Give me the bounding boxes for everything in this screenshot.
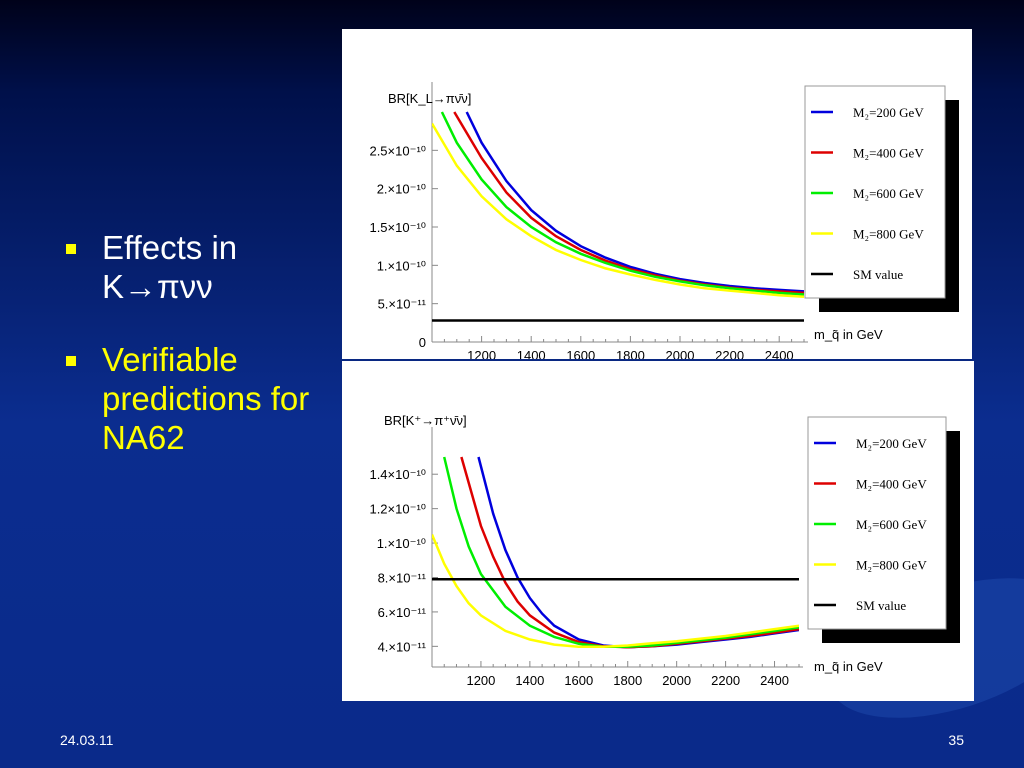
- x-tick-label: 1800: [613, 673, 642, 688]
- x-tick-label: 2200: [711, 673, 740, 688]
- x-tick-label: 1800: [616, 348, 645, 359]
- bullet-text: Effects in K→πνν: [102, 229, 238, 305]
- x-tick-label: 1200: [467, 348, 496, 359]
- y-tick-label: 0: [419, 335, 426, 350]
- series-line: [465, 111, 804, 293]
- legend-label: SM value: [856, 598, 906, 613]
- chart-kplus: 1200 1400 1600 1800 2000 2200 2400 4.×10⁻¹¹ 6.×1…: [369, 413, 960, 688]
- y-tick-label: 5.×10⁻¹¹: [378, 297, 427, 312]
- y-tick-label: 2.×10⁻¹⁰: [377, 182, 426, 197]
- y-tick-label: 6.×10⁻¹¹: [378, 605, 427, 620]
- x-axis-label: m_q̃ in GeV: [814, 659, 883, 674]
- legend-label: M₂=400 GeV: [853, 146, 924, 161]
- y-tick-label: 8.×10⁻¹¹: [378, 570, 427, 585]
- legend-label: M₂=200 GeV: [853, 105, 924, 120]
- chart-kl: 1200 1400 1600 1800 2000 2200 2400 0 5.×10⁻¹¹ 1.×…: [369, 82, 959, 359]
- footer-date: 24.03.11: [60, 732, 114, 748]
- x-tick-label: 1200: [466, 673, 495, 688]
- x-tick-label: 2200: [715, 348, 744, 359]
- page-number: 35: [948, 732, 964, 748]
- x-tick-label: 2000: [662, 673, 691, 688]
- bullet-item-predictions: Verifiable predictions for NA62: [60, 340, 320, 457]
- x-axis-label: m_q̃ in GeV: [814, 327, 883, 342]
- y-tick-label: 1.×10⁻¹⁰: [377, 258, 426, 273]
- series-line: [477, 456, 799, 649]
- legend-label: SM value: [853, 267, 903, 282]
- series-group: [432, 111, 804, 322]
- series-group: [432, 456, 799, 649]
- y-tick-label: 4.×10⁻¹¹: [378, 639, 427, 654]
- x-tick-label: 2400: [760, 673, 789, 688]
- bullet-text: Verifiable predictions for NA62: [102, 341, 310, 456]
- series-line: [432, 534, 799, 648]
- legend-label: M₂=800 GeV: [856, 558, 927, 573]
- legend-label: M₂=800 GeV: [853, 227, 924, 242]
- y-tick-label: 1.2×10⁻¹⁰: [369, 502, 426, 517]
- x-tick-label: 1400: [517, 348, 546, 359]
- x-tick-label: 2000: [666, 348, 695, 359]
- y-tick-label: 2.5×10⁻¹⁰: [369, 143, 426, 158]
- legend: M₂=200 GeV M₂=400 GeV M₂=600 GeV M₂=800 GeV…: [804, 85, 959, 312]
- legend-label: M₂=400 GeV: [856, 477, 927, 492]
- series-line: [460, 456, 799, 649]
- y-tick-label: 1.×10⁻¹⁰: [377, 536, 426, 551]
- bullet-list: Effects in K→πνν Verifiable predictions …: [60, 228, 320, 491]
- bullet-item-effects: Effects in K→πνν: [60, 228, 320, 306]
- series-line: [440, 111, 804, 296]
- legend-label: M₂=200 GeV: [856, 436, 927, 451]
- legend-label: M₂=600 GeV: [856, 517, 927, 532]
- legend: M₂=200 GeV M₂=400 GeV M₂=600 GeV M₂=800 GeV…: [807, 416, 960, 643]
- series-line: [442, 456, 799, 648]
- x-tick-label: 1600: [564, 673, 593, 688]
- series-line: [432, 122, 804, 299]
- x-tick-label: 1400: [515, 673, 544, 688]
- chart-kl-panel: 1200 1400 1600 1800 2000 2200 2400 0 5.×10⁻¹¹ 1.×…: [342, 29, 972, 359]
- y-tick-label: 1.4×10⁻¹⁰: [369, 467, 426, 482]
- y-tick-label: 1.5×10⁻¹⁰: [369, 220, 426, 235]
- x-tick-label: 2400: [765, 348, 794, 359]
- bullet-marker-icon: [66, 244, 76, 254]
- chart-kplus-panel: 1200 1400 1600 1800 2000 2200 2400 4.×10⁻¹¹ 6.×1…: [342, 361, 974, 701]
- y-axis-label: BR[K_L→πν̄ν]: [388, 91, 471, 106]
- x-tick-label: 1600: [566, 348, 595, 359]
- legend-label: M₂=600 GeV: [853, 186, 924, 201]
- bullet-marker-icon: [66, 356, 76, 366]
- y-axis-label: BR[K⁺→π⁺ν̄ν]: [384, 413, 467, 428]
